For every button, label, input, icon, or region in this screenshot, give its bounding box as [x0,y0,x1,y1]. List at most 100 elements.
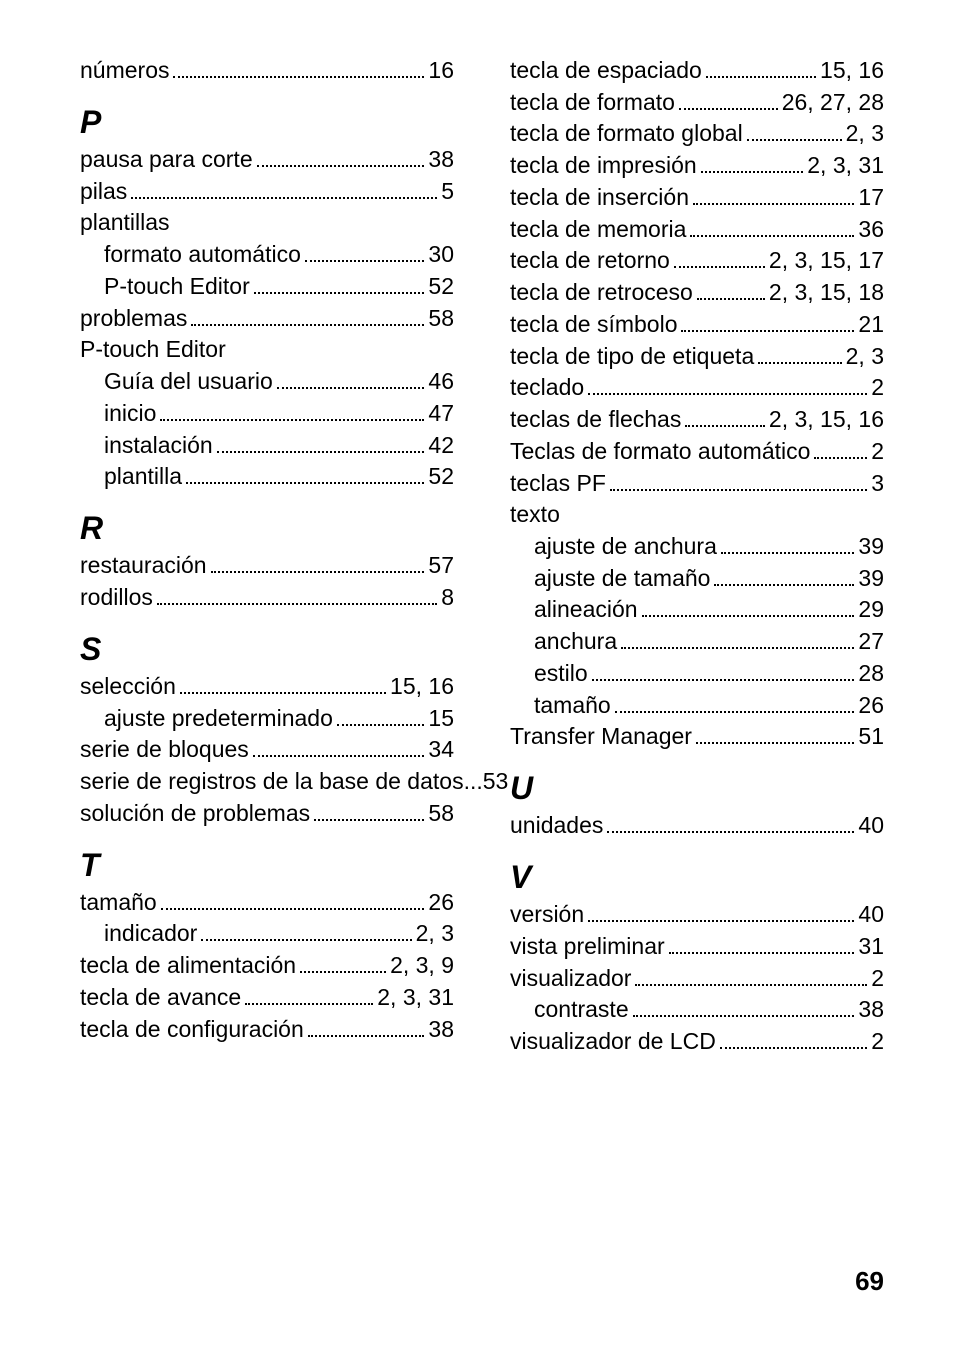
index-entry: Teclas de formato automático 2 [510,436,884,468]
index-entry-label: tamaño [80,887,157,919]
index-entry: rodillos 8 [80,582,454,614]
index-entry: tecla de configuración 38 [80,1014,454,1046]
index-entry-label: indicador [80,918,197,950]
index-leader [674,249,765,268]
index-leader [633,998,855,1017]
index-entry-label: selección [80,671,176,703]
index-entry-label: tecla de alimentación [80,950,296,982]
index-entry-pages: 39 [858,531,884,563]
index-entry-pages: 15, 16 [390,671,454,703]
index-leader [706,59,816,78]
index-entry: pausa para corte 38 [80,144,454,176]
index-letter-heading: U [510,771,884,806]
index-leader [160,402,424,421]
index-entry-pages: 2, 3, 9 [390,950,454,982]
index-entry-label: Teclas de formato automático [510,436,810,468]
index-subentry: P-touch Editor 52 [80,271,454,303]
index-subentry: anchura 27 [510,626,884,658]
index-entry: tecla de formato 26, 27, 28 [510,87,884,119]
index-entry-pages: 52 [428,271,454,303]
index-entry: tecla de retroceso 2, 3, 15, 18 [510,277,884,309]
index-leader [814,440,867,459]
index-entry-label: solución de problemas [80,798,310,830]
index-entry-label: vista preliminar [510,931,665,963]
index-entry-label: ajuste de anchura [510,531,717,563]
index-entry-label: tecla de formato [510,87,675,119]
index-entry-label: números [80,55,169,87]
index-entry-pages: 29 [858,594,884,626]
index-entry-pages: 17 [858,182,884,214]
index-entry-label: restauración [80,550,207,582]
index-entry-pages: 38 [428,1014,454,1046]
index-leader [300,954,386,973]
index-entry: tecla de tipo de etiqueta 2, 3 [510,341,884,373]
index-entry: problemas 58 [80,303,454,335]
index-leader [314,802,424,821]
index-leader [253,738,425,757]
index-leader [131,179,437,198]
index-entry: vista preliminar 31 [510,931,884,963]
index-entry-label: visualizador de LCD [510,1026,716,1058]
index-entry-pages: 26 [858,690,884,722]
page-number: 69 [855,1266,884,1297]
index-entry-pages: 2, 3, 31 [807,150,884,182]
index-entry-pages: 58 [428,303,454,335]
index-leader [720,1030,867,1049]
index-entry-pages: 16 [428,55,454,87]
index-leader [696,725,854,744]
index-entry-pages: 2 [871,1026,884,1058]
index-entry-pages: 30 [428,239,454,271]
index-entry-pages: 40 [858,810,884,842]
index-leader [588,903,854,922]
index-entry-label: pausa para corte [80,144,253,176]
index-entry-label: tecla de tipo de etiqueta [510,341,754,373]
index-leader [201,922,411,941]
index-leader [610,471,867,490]
index-entry-pages: 2 [871,436,884,468]
index-entry-pages: 8 [441,582,454,614]
index-entry-pages: 53 [483,766,509,798]
index-entry-label: tecla de símbolo [510,309,677,341]
index-entry: tecla de espaciado 15, 16 [510,55,884,87]
index-leader [217,433,425,452]
index-entry-label: problemas [80,303,187,335]
index-columns: números 16Ppausa para corte 38pilas 5pla… [80,55,884,1058]
index-entry-pages: 39 [858,563,884,595]
index-subentry: instalación 42 [80,430,454,462]
index-entry: Transfer Manager 51 [510,721,884,753]
index-subentry: ajuste de tamaño 39 [510,563,884,595]
index-entry: teclado 2 [510,372,884,404]
index-entry-label: ajuste de tamaño [510,563,710,595]
index-entry: teclas PF 3 [510,468,884,500]
index-entry-label: teclas PF [510,468,606,500]
index-leader [211,554,425,573]
index-entry-pages: 40 [858,899,884,931]
index-entry: plantillas [80,207,454,239]
index-leader [157,586,437,605]
index-entry-label: teclado [510,372,584,404]
index-entry: P-touch Editor [80,334,454,366]
index-entry-label: tamaño [510,690,611,722]
index-leader [679,90,778,109]
index-entry: visualizador 2 [510,963,884,995]
index-entry-label: Guía del usuario [80,366,273,398]
index-leader [254,275,425,294]
index-entry-pages: 2, 3 [846,118,884,150]
index-entry-pages: 28 [858,658,884,690]
index-subentry: estilo 28 [510,658,884,690]
index-entry-pages: 2 [871,372,884,404]
index-entry-pages: 2, 3, 15, 16 [769,404,884,436]
index-letter-heading: P [80,105,454,140]
index-entry-label: tecla de formato global [510,118,743,150]
index-entry: pilas 5 [80,176,454,208]
index-entry: tecla de avance 2, 3, 31 [80,982,454,1014]
index-leader [693,186,854,205]
index-letter-heading: R [80,511,454,546]
index-entry-pages: 27 [858,626,884,658]
index-leader [277,370,425,389]
index-entry-label: plantilla [80,461,182,493]
index-entry-pages: 38 [858,994,884,1026]
index-entry-label: formato automático [80,239,301,271]
index-letter-heading: T [80,848,454,883]
index-leader [681,313,854,332]
